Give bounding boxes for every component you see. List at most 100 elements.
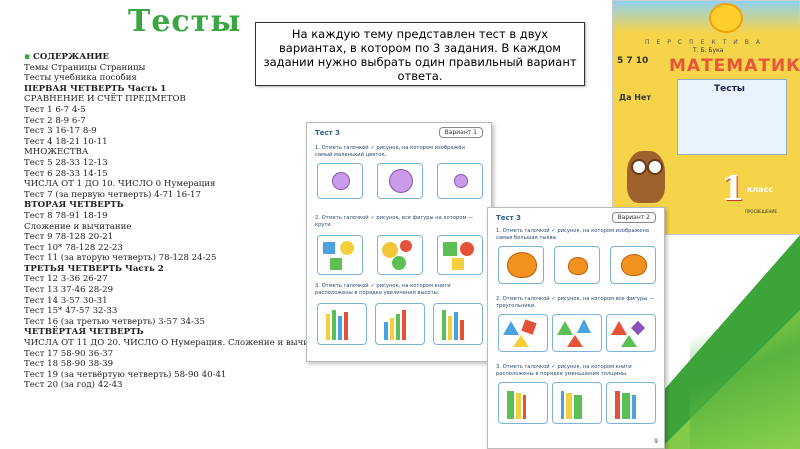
contents-line: СРАВНЕНИЕ И СЧЁТ ПРЕДМЕТОВ: [24, 94, 186, 105]
book-icon: [632, 395, 636, 419]
answer-box: [317, 163, 363, 199]
circle-shape: [382, 242, 398, 258]
worksheet-title: Тест 3: [496, 214, 522, 222]
book-icon: [561, 391, 564, 419]
contents-line: Сложение и вычитание: [24, 221, 132, 232]
contents-line: ЧЕТВЁРТАЯ ЧЕТВЕРТЬ: [24, 327, 144, 338]
pumpkin-icon: [568, 257, 588, 275]
question-2: 2. Отметь галочкой ✓ рисунок, все фигуры…: [315, 215, 474, 228]
contents-line: МНОЖЕСТВА: [24, 147, 89, 158]
book-icon: [384, 322, 388, 340]
book-icon: [402, 310, 406, 340]
cover-grade-number: 1: [721, 169, 745, 209]
answer-box: [606, 382, 656, 424]
answer-box: [317, 303, 367, 345]
contents-line: Тест 9 78-128 20-21: [24, 232, 114, 243]
contents-line: Тест 6 28-33 14-15: [24, 168, 108, 179]
pumpkin-icon: [621, 254, 647, 276]
book-icon: [574, 395, 582, 419]
book-icon: [332, 310, 336, 340]
page-number: 9: [654, 438, 658, 445]
flower-icon: [332, 172, 350, 190]
triangle-shape: [621, 335, 637, 347]
answer-box: [375, 303, 425, 345]
triangle-shape: [557, 321, 573, 335]
circle-shape: [340, 241, 354, 255]
book-icon: [566, 393, 572, 419]
triangle-shape: [611, 321, 627, 335]
contents-line: Тест 12 3-36 26-27: [24, 274, 108, 285]
flower-icon: [389, 169, 413, 193]
bullet-icon: ▪: [24, 52, 31, 62]
worksheet-variant-2: Тест 3 Вариант 2 1. Отметь галочкой ✓ ри…: [487, 207, 665, 449]
contents-line: Тест 2 8-9 6-7: [24, 115, 86, 126]
contents-line: Тест 3 16-17 8-9: [24, 126, 97, 137]
question-3: 3. Отметь галочкой ✓ рисунок, на котором…: [315, 283, 451, 296]
book-icon: [448, 316, 452, 340]
contents-lines: Темы Страницы Страницы Тесты учебника пос…: [24, 62, 336, 391]
answer-box: [498, 246, 544, 284]
contents-list: ▪ СОДЕРЖАНИЕ Темы Страницы Страницы Тесты …: [24, 52, 336, 391]
triangle-shape: [513, 335, 529, 347]
answer-box: [377, 235, 423, 275]
contents-line: Тест 5 28-33 12-13: [24, 157, 108, 168]
cover-publisher: ПРОСВЕЩЕНИЕ: [745, 209, 778, 214]
cover-grade-word: класс: [747, 185, 774, 194]
book-icon: [396, 314, 400, 340]
answer-box: [498, 382, 548, 424]
owl-mascot-icon: [627, 151, 665, 203]
contents-line: Тест 8 78-91 18-19: [24, 210, 108, 221]
book-icon: [338, 316, 342, 340]
square-shape: [323, 242, 335, 254]
contents-line: Тест 16 (за третью четверть) 3-57 34-35: [24, 316, 205, 327]
answer-box: [498, 314, 548, 352]
worksheet-title: Тест 3: [315, 129, 341, 137]
cover-author: Т. Б. Бука: [693, 47, 724, 54]
square-shape: [330, 258, 342, 270]
answer-box: [433, 303, 483, 345]
contents-line: Тест 17 58-90 36-37: [24, 348, 114, 359]
book-icon: [442, 310, 446, 340]
book-icon: [622, 393, 630, 419]
book-icon: [390, 318, 394, 340]
decor-green-gradient: [690, 235, 800, 449]
contents-line: Тест 19 (за четвёртую четверть) 58-90 40…: [24, 369, 227, 380]
sun-icon: [709, 3, 743, 33]
answer-box: [377, 163, 423, 199]
answer-box: [437, 235, 483, 275]
question-2: 2. Отметь галочкой ✓ рисунок, на котором…: [496, 296, 655, 309]
book-icon: [454, 312, 458, 340]
triangle-shape: [577, 319, 591, 333]
answer-box: [317, 235, 363, 275]
book-cover-image: ПЕРСПЕКТИВА 5 7 10 Т. Б. Бука МАТЕМАТИКА…: [612, 0, 800, 235]
book-icon: [326, 314, 330, 340]
contents-line: Тест 20 (за год) 42-43: [24, 380, 123, 391]
square-shape: [521, 319, 537, 335]
answer-box: [610, 246, 656, 284]
contents-line: Тест 15* 47-57 32-33: [24, 306, 118, 317]
circle-shape: [460, 242, 474, 256]
cover-yes-no: Да Нет: [619, 93, 652, 102]
worksheet-variant-1: Тест 3 Вариант 1 1. Отметь галочкой ✓ ри…: [306, 122, 492, 362]
contents-line: ЧИСЛА ОТ 11 ДО 20. ЧИСЛО О Нумерация. Сл…: [24, 338, 336, 349]
book-icon: [344, 312, 348, 340]
cover-sky: [613, 1, 799, 33]
square-shape: [452, 258, 464, 270]
contents-line: Тест 13 37-46 28-29: [24, 285, 114, 296]
answer-box: [606, 314, 656, 352]
contents-line: ВТОРАЯ ЧЕТВЕРТЬ: [24, 200, 124, 211]
question-3: 3. Отметь галочкой ✓ рисунок, на котором…: [496, 364, 632, 377]
variant-badge: Вариант 2: [611, 212, 656, 223]
question-1: 1. Отметь галочкой ✓ рисунок, на котором…: [315, 145, 465, 158]
cover-subtitle: Тесты: [714, 84, 745, 94]
rhombus-shape: [630, 320, 646, 336]
question-1: 1. Отметь галочкой ✓ рисунок, на котором…: [496, 228, 650, 241]
triangle-shape: [503, 321, 519, 335]
circle-shape: [392, 256, 406, 270]
square-shape: [443, 242, 457, 256]
contents-line: Темы Страницы Страницы: [24, 62, 146, 73]
cover-title: МАТЕМАТИКА: [669, 56, 800, 76]
triangle-shape: [567, 335, 583, 347]
answer-box: [552, 382, 602, 424]
contents-line: Тест 10* 78-128 22-23: [24, 242, 123, 253]
